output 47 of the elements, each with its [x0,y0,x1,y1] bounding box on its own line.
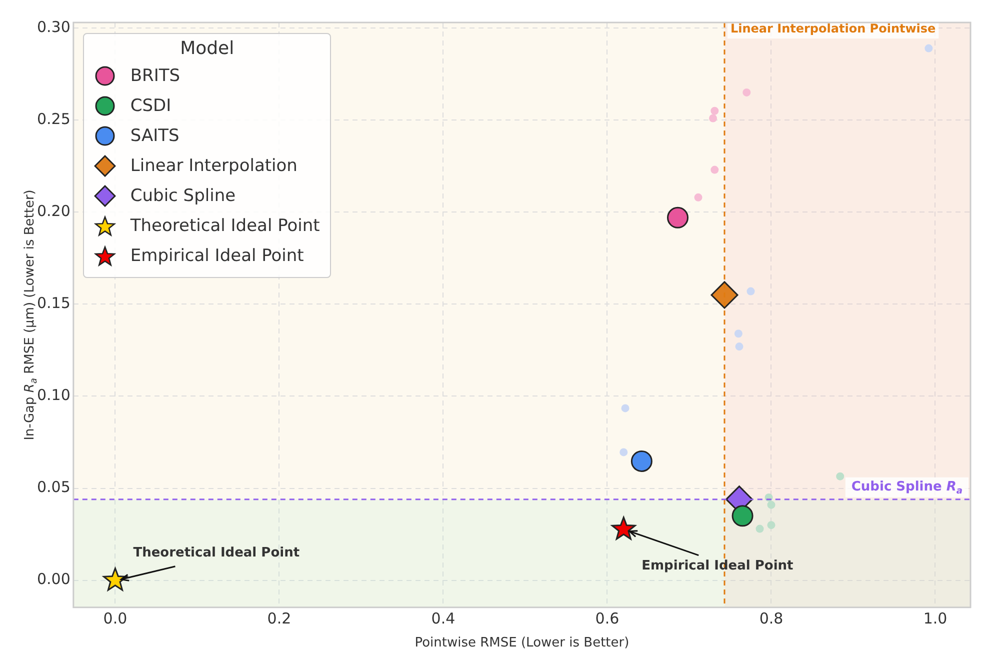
point [710,106,719,115]
legend-label: CSDI [130,96,172,116]
x-tick-label: 0.4 [431,609,456,628]
y-tick-label: 0.00 [36,570,70,588]
point [735,342,744,351]
point [924,44,933,52]
annotation: Theoretical Ideal Point [133,546,300,561]
point [767,521,776,530]
x-tick-label: 0.8 [759,609,784,628]
y-tick-label: 0.25 [36,110,70,128]
point [734,330,742,338]
y-tick-label: 0.10 [36,386,70,404]
point [767,500,776,509]
x-tick-label: 0.0 [103,609,128,628]
point [630,450,652,472]
point [742,88,751,96]
point [620,448,628,456]
legend-label: Theoretical Ideal Point [130,216,320,236]
legend-label: BRITS [130,66,180,86]
x-tick-label: 0.2 [267,609,292,628]
annotation: Empirical Ideal Point [642,558,794,574]
point [621,404,630,412]
y-tick-label: 0.05 [36,478,70,496]
point [611,516,636,540]
x-tick-label: 0.6 [595,609,620,628]
point [667,206,689,228]
point [694,193,702,202]
x-axis-title: Pointwise RMSE (Lower is Better) [414,636,630,651]
legend-label: Empirical Ideal Point [130,246,304,266]
y-tick-label: 0.15 [36,294,70,312]
legend-title: Model [179,38,236,58]
point [836,472,844,480]
x-tick-label: 1.0 [923,609,948,628]
point [710,166,719,174]
point [709,114,718,122]
y-axis-title: In-Gap Ra RMSE (µm) (Lower is Better) [22,190,40,440]
point [746,287,755,296]
point [710,281,738,309]
point [103,568,128,591]
point [732,505,754,527]
y-tick-label: 0.30 [36,18,70,36]
legend-label: Linear Interpolation [130,156,298,176]
ref-line-label: Linear Interpolation Pointwise [730,22,936,36]
legend-label: SAITS [130,126,180,146]
y-tick-label: 0.20 [36,202,70,220]
legend-label: Cubic Spline [130,186,236,206]
point [756,524,764,533]
